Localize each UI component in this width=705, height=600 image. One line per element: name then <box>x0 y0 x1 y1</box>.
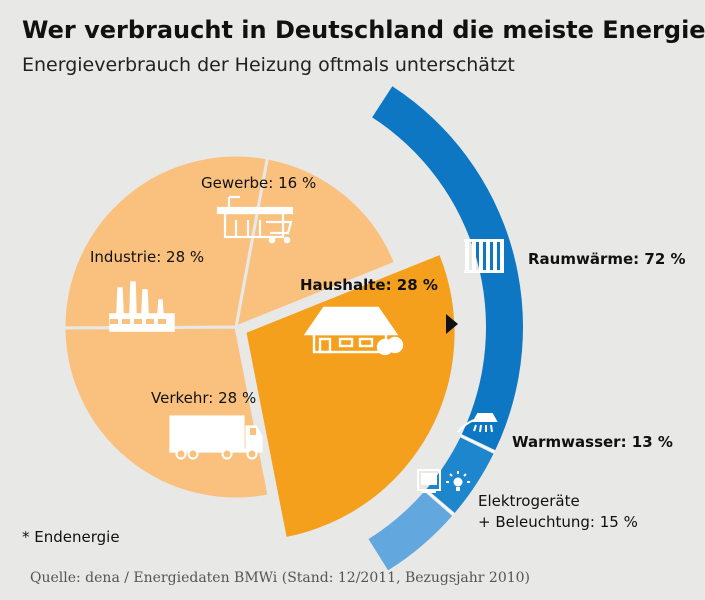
ring-segment-2 <box>368 491 453 571</box>
radiator-icon <box>464 239 504 273</box>
ring-separator <box>424 489 454 515</box>
factory-icon <box>109 281 175 332</box>
pie-label-industrie: Industrie: 28 % <box>90 248 204 266</box>
truck-icon <box>169 415 263 460</box>
pie-slice-haushalte <box>246 255 455 537</box>
sector-pie <box>62 153 455 537</box>
footnote: * Endenergie <box>22 528 120 546</box>
house-icon <box>303 306 404 356</box>
shower-icon <box>457 413 498 433</box>
ring-label-elektro-line1: Elektrogeräte <box>478 492 580 510</box>
ring-segment-0 <box>372 86 523 451</box>
ring-separator <box>460 435 495 453</box>
pie-label-verkehr: Verkehr: 28 % <box>151 389 256 407</box>
pie-label-gewerbe: Gewerbe: 16 % <box>201 174 316 192</box>
pie-slice-gewerbe <box>234 156 398 330</box>
pie-slice-verkehr <box>62 325 271 501</box>
ring-label-elektro-line2: + Beleuchtung: 15 % <box>478 513 638 531</box>
shop-icon <box>216 195 294 244</box>
arrow-marker <box>446 314 458 334</box>
tv-bulb-icon <box>417 469 470 493</box>
ring-segment-1 <box>426 437 494 513</box>
source-note: Quelle: dena / Energiedaten BMWi (Stand:… <box>30 570 530 586</box>
chart-subtitle: Energieverbrauch der Heizung oftmals unt… <box>22 54 515 76</box>
ring-label-warmwasser: Warmwasser: 13 % <box>512 433 673 451</box>
pie-slice-industrie <box>62 153 270 330</box>
pie-label-haushalte: Haushalte: 28 % <box>300 276 438 294</box>
ring-label-raumwaerme: Raumwärme: 72 % <box>528 250 686 268</box>
chart-title: Wer verbraucht in Deutschland die meiste… <box>22 16 705 44</box>
household-ring <box>368 86 523 571</box>
